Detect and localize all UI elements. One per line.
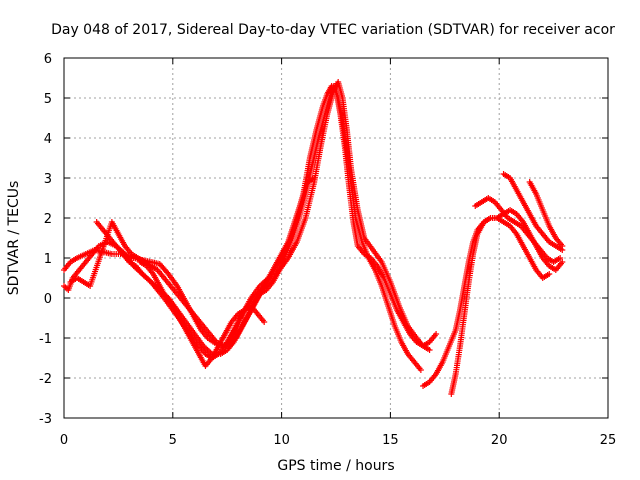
chart-title: Day 048 of 2017, Sidereal Day-to-day VTE… <box>51 22 615 38</box>
x-tick-label: 20 <box>491 433 508 448</box>
data-point <box>261 319 268 325</box>
y-tick-label: -1 <box>39 332 52 347</box>
series-3 <box>93 83 424 373</box>
data-point <box>417 367 424 373</box>
x-axis-label: GPS time / hours <box>277 458 394 474</box>
data-point <box>546 271 553 277</box>
y-tick-label: 3 <box>44 172 52 187</box>
series-5 <box>137 259 268 369</box>
series-10 <box>526 179 566 249</box>
y-tick-label: -3 <box>39 412 52 427</box>
plot-border <box>63 57 609 419</box>
x-tick-label: 10 <box>273 433 290 448</box>
data-point <box>426 347 433 353</box>
series-9 <box>500 171 566 253</box>
data-point <box>559 259 566 265</box>
grid-lines <box>64 58 608 418</box>
x-tick-label: 0 <box>60 433 68 448</box>
x-tick-label: 25 <box>600 433 617 448</box>
data-point <box>433 331 440 337</box>
x-tick-label: 15 <box>382 433 399 448</box>
series-7 <box>448 215 553 397</box>
y-axis-label: SDTVAR / TECUs <box>6 181 22 296</box>
data-point <box>557 255 564 261</box>
series-8 <box>472 195 564 265</box>
data-points <box>61 79 566 397</box>
axis-tick-labels: 0 5 10 15 20 25 -3 -2 -1 0 1 2 3 4 5 6 <box>39 52 616 448</box>
y-tick-label: 2 <box>44 212 52 227</box>
y-tick-label: 0 <box>44 292 52 307</box>
data-point <box>559 243 566 249</box>
y-tick-label: 1 <box>44 252 52 267</box>
data-point <box>311 175 318 181</box>
y-tick-label: -2 <box>39 372 52 387</box>
y-tick-label: 4 <box>44 132 52 147</box>
y-tick-label: 5 <box>44 92 52 107</box>
series-4 <box>67 175 318 349</box>
y-tick-label: 6 <box>44 52 52 67</box>
axis-ticks <box>63 57 609 419</box>
x-tick-label: 5 <box>169 433 177 448</box>
